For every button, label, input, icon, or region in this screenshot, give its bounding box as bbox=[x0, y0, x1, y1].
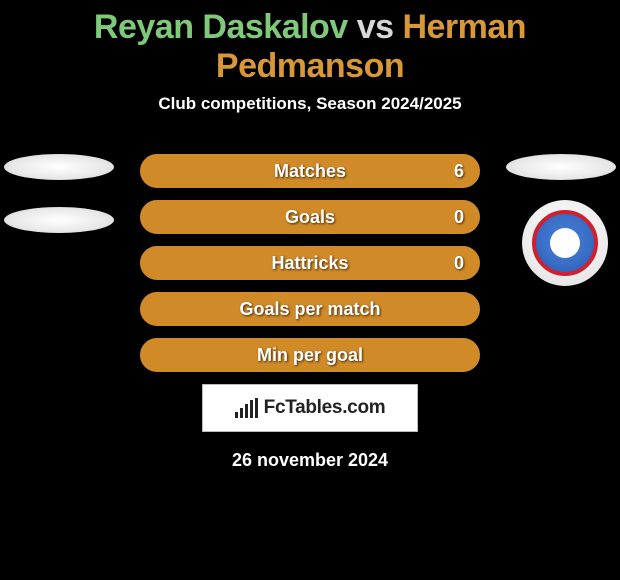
brand-text: FcTables.com bbox=[264, 397, 386, 419]
player2-club-logo bbox=[522, 200, 608, 286]
stat-row-matches: Matches 6 bbox=[140, 154, 480, 188]
brand-box: FcTables.com bbox=[202, 384, 418, 432]
club-logo-inner bbox=[532, 210, 598, 276]
brand-bars-icon bbox=[235, 398, 258, 418]
stat-right: 0 bbox=[454, 253, 464, 274]
stat-label: Matches bbox=[274, 161, 346, 182]
player1-club-placeholder bbox=[4, 207, 114, 233]
player2-avatar-placeholder bbox=[506, 154, 616, 180]
page-title: Reyan Daskalov vs Herman Pedmanson bbox=[0, 8, 620, 86]
stat-right: 6 bbox=[454, 161, 464, 182]
stat-label: Goals per match bbox=[239, 299, 380, 320]
stats-area: Matches 6 Goals 0 Hattricks 0 Goals per … bbox=[0, 154, 620, 471]
stat-label: Hattricks bbox=[271, 253, 348, 274]
stat-right: 0 bbox=[454, 207, 464, 228]
stat-row-goals: Goals 0 bbox=[140, 200, 480, 234]
stat-row-gpm: Goals per match bbox=[140, 292, 480, 326]
subtitle: Club competitions, Season 2024/2025 bbox=[0, 94, 620, 114]
title-player1: Reyan Daskalov bbox=[94, 8, 348, 46]
player1-avatar-placeholder bbox=[4, 154, 114, 180]
stat-row-hattricks: Hattricks 0 bbox=[140, 246, 480, 280]
date-line: 26 november 2024 bbox=[0, 450, 620, 471]
stat-row-mpg: Min per goal bbox=[140, 338, 480, 372]
h2h-infographic: Reyan Daskalov vs Herman Pedmanson Club … bbox=[0, 0, 620, 471]
stat-rows: Matches 6 Goals 0 Hattricks 0 Goals per … bbox=[140, 154, 480, 372]
stat-label: Goals bbox=[285, 207, 335, 228]
club-logo-center bbox=[550, 228, 580, 258]
title-vs: vs bbox=[357, 8, 394, 46]
stat-label: Min per goal bbox=[257, 345, 363, 366]
